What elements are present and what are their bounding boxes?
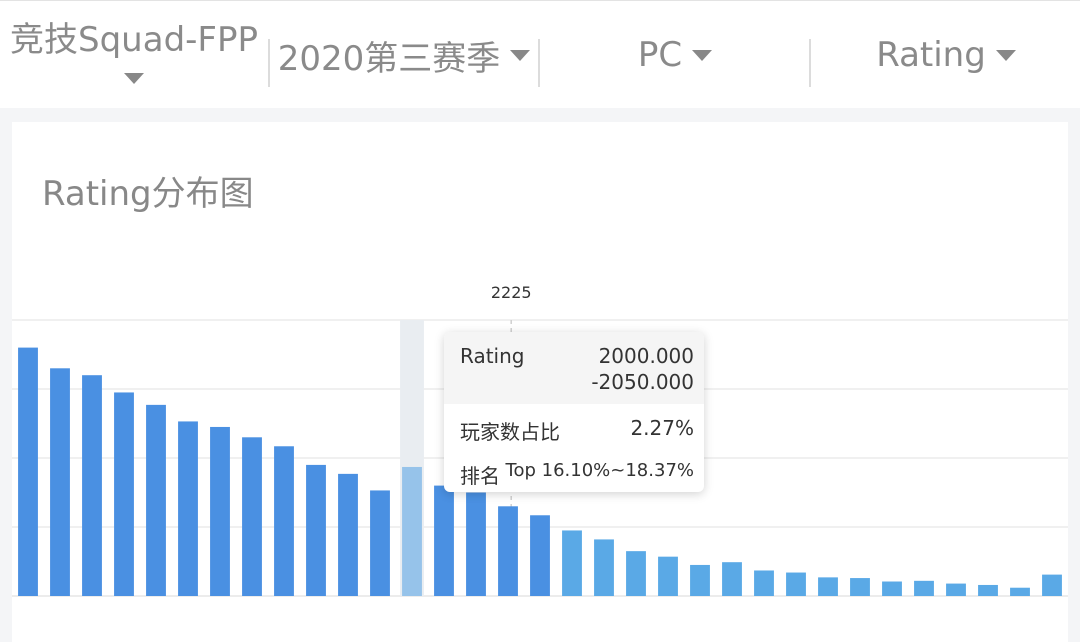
bar (946, 583, 966, 596)
bar (626, 551, 646, 596)
filter-divider (538, 39, 540, 87)
tooltip-share-value: 2.27% (630, 416, 694, 440)
tooltip-header: Rating 2000.000 -2050.000 (444, 332, 704, 404)
tooltip-rating-value-2: -2050.000 (591, 370, 694, 394)
bar (210, 426, 230, 596)
tooltip-rank-value: Top 16.10%~18.37% (505, 460, 694, 481)
tooltip-rating-value-1: 2000.000 (598, 344, 694, 368)
bar (370, 490, 390, 596)
bar (306, 464, 326, 596)
chart-tooltip: Rating 2000.000 -2050.000 玩家数占比 2.27% 排名… (444, 332, 704, 492)
bar (466, 492, 486, 596)
bar (274, 446, 294, 596)
bar (402, 466, 422, 596)
bar (978, 584, 998, 596)
bar (434, 485, 454, 596)
rating-distribution-card: Rating分布图 2225 Rating 2000.000 -2050.000… (12, 122, 1068, 642)
bar (722, 562, 742, 596)
bar (146, 404, 166, 596)
platform-dropdown[interactable]: PC (540, 1, 810, 109)
metric-dropdown-label: Rating (876, 35, 986, 75)
marker-label: 2225 (491, 283, 532, 302)
metric-dropdown[interactable]: Rating (812, 1, 1080, 109)
tooltip-rank-label: 排名 (460, 464, 500, 488)
bar (882, 581, 902, 596)
bar (18, 347, 38, 596)
chevron-down-icon (124, 73, 144, 84)
platform-dropdown-label: PC (637, 35, 683, 75)
bar (114, 392, 134, 596)
bar (690, 564, 710, 596)
bar (50, 368, 70, 596)
bar (754, 570, 774, 596)
bar (338, 473, 358, 596)
filter-divider (809, 39, 811, 87)
bar (850, 578, 870, 596)
bar (178, 421, 198, 596)
bar (914, 580, 934, 596)
season-dropdown[interactable]: 2020第三赛季 (270, 1, 538, 109)
bar (1042, 574, 1062, 596)
chevron-down-icon (692, 49, 713, 61)
bar (786, 572, 806, 596)
bar (498, 506, 518, 596)
tooltip-share-label: 玩家数占比 (460, 420, 560, 444)
season-dropdown-label: 2020第三赛季 (277, 38, 501, 79)
bar (1010, 587, 1030, 596)
bar (818, 577, 838, 596)
chevron-down-icon (995, 49, 1016, 61)
bar (82, 375, 102, 596)
mode-dropdown-label: 竞技Squad-FPP (10, 20, 258, 60)
bar (530, 515, 550, 596)
filter-bar: 竞技Squad-FPP 2020第三赛季 PC Rating (0, 0, 1080, 108)
mode-dropdown[interactable]: 竞技Squad-FPP (0, 1, 268, 109)
filter-divider (268, 39, 270, 87)
bar (658, 556, 678, 596)
bar (594, 539, 614, 596)
tooltip-rating-label: Rating (460, 344, 525, 368)
chevron-down-icon (510, 49, 531, 61)
bar (562, 530, 582, 596)
bar (242, 437, 262, 596)
card-title: Rating分布图 (42, 174, 254, 214)
